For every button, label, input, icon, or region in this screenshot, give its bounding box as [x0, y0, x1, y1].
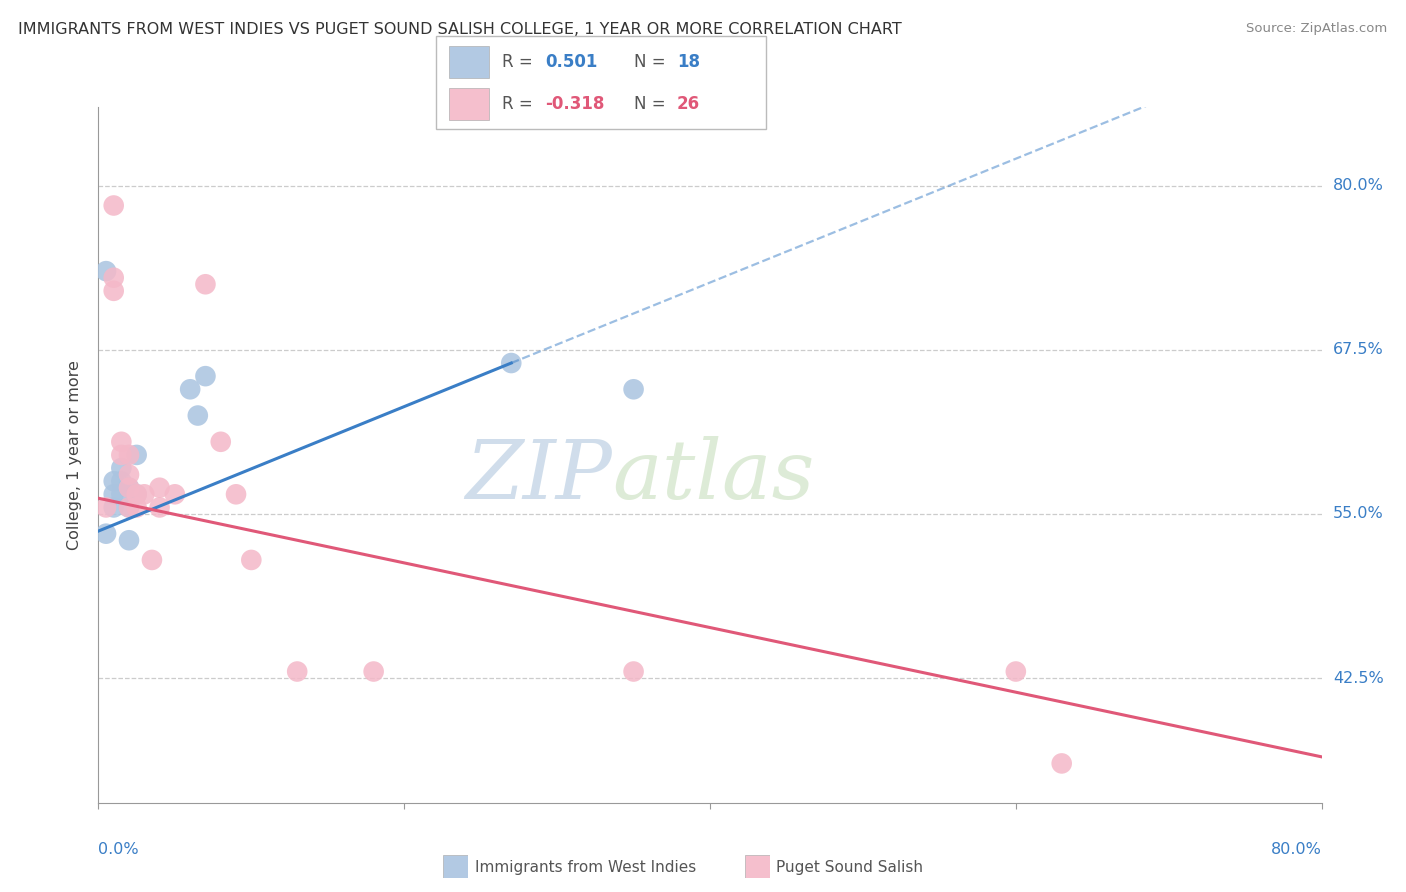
Text: Source: ZipAtlas.com: Source: ZipAtlas.com — [1247, 22, 1388, 36]
Text: 80.0%: 80.0% — [1333, 178, 1384, 194]
FancyBboxPatch shape — [436, 36, 766, 129]
Point — [103, 474, 125, 488]
Point — [125, 448, 148, 462]
FancyBboxPatch shape — [443, 855, 468, 878]
Point — [240, 553, 263, 567]
Text: 18: 18 — [678, 53, 700, 70]
Point — [118, 481, 141, 495]
Point — [103, 270, 125, 285]
Point — [118, 467, 141, 482]
Text: 55.0%: 55.0% — [1333, 507, 1384, 522]
Point — [110, 434, 132, 449]
Point — [118, 500, 141, 515]
Text: Puget Sound Salish: Puget Sound Salish — [776, 860, 924, 874]
Text: R =: R = — [502, 95, 538, 113]
Point — [94, 500, 117, 515]
Text: 0.501: 0.501 — [546, 53, 598, 70]
Point — [110, 474, 132, 488]
Point — [194, 369, 217, 384]
FancyBboxPatch shape — [449, 46, 489, 78]
Text: IMMIGRANTS FROM WEST INDIES VS PUGET SOUND SALISH COLLEGE, 1 YEAR OR MORE CORREL: IMMIGRANTS FROM WEST INDIES VS PUGET SOU… — [18, 22, 903, 37]
Text: 67.5%: 67.5% — [1333, 343, 1384, 358]
Point — [1050, 756, 1073, 771]
Text: R =: R = — [502, 53, 538, 70]
Point — [194, 277, 217, 292]
Text: atlas: atlas — [612, 436, 814, 516]
Point — [103, 198, 125, 212]
Point — [94, 264, 117, 278]
Point — [103, 487, 125, 501]
Point — [118, 448, 141, 462]
Point — [1004, 665, 1026, 679]
Point — [623, 665, 645, 679]
Point — [285, 665, 308, 679]
Text: N =: N = — [634, 95, 671, 113]
Point — [149, 500, 172, 515]
Point — [118, 481, 141, 495]
Point — [134, 487, 156, 501]
Text: N =: N = — [634, 53, 671, 70]
Point — [118, 500, 141, 515]
FancyBboxPatch shape — [745, 855, 770, 878]
Point — [363, 665, 385, 679]
Text: 80.0%: 80.0% — [1271, 842, 1322, 856]
Point — [125, 487, 148, 501]
Point — [125, 500, 148, 515]
FancyBboxPatch shape — [449, 88, 489, 120]
Text: 0.0%: 0.0% — [98, 842, 139, 856]
Y-axis label: College, 1 year or more: College, 1 year or more — [67, 360, 83, 549]
Point — [118, 533, 141, 548]
Point — [110, 487, 132, 501]
Text: -0.318: -0.318 — [546, 95, 605, 113]
Point — [209, 434, 232, 449]
Point — [225, 487, 247, 501]
Text: 26: 26 — [678, 95, 700, 113]
Point — [187, 409, 209, 423]
Point — [110, 448, 132, 462]
Point — [103, 500, 125, 515]
Point — [163, 487, 186, 501]
Point — [125, 487, 148, 501]
Point — [501, 356, 523, 370]
Text: Immigrants from West Indies: Immigrants from West Indies — [475, 860, 696, 874]
Text: 42.5%: 42.5% — [1333, 671, 1384, 686]
Point — [149, 481, 172, 495]
Point — [103, 284, 125, 298]
Point — [623, 382, 645, 396]
Point — [141, 553, 163, 567]
Point — [94, 526, 117, 541]
Point — [110, 461, 132, 475]
Point — [179, 382, 201, 396]
Text: ZIP: ZIP — [465, 436, 612, 516]
